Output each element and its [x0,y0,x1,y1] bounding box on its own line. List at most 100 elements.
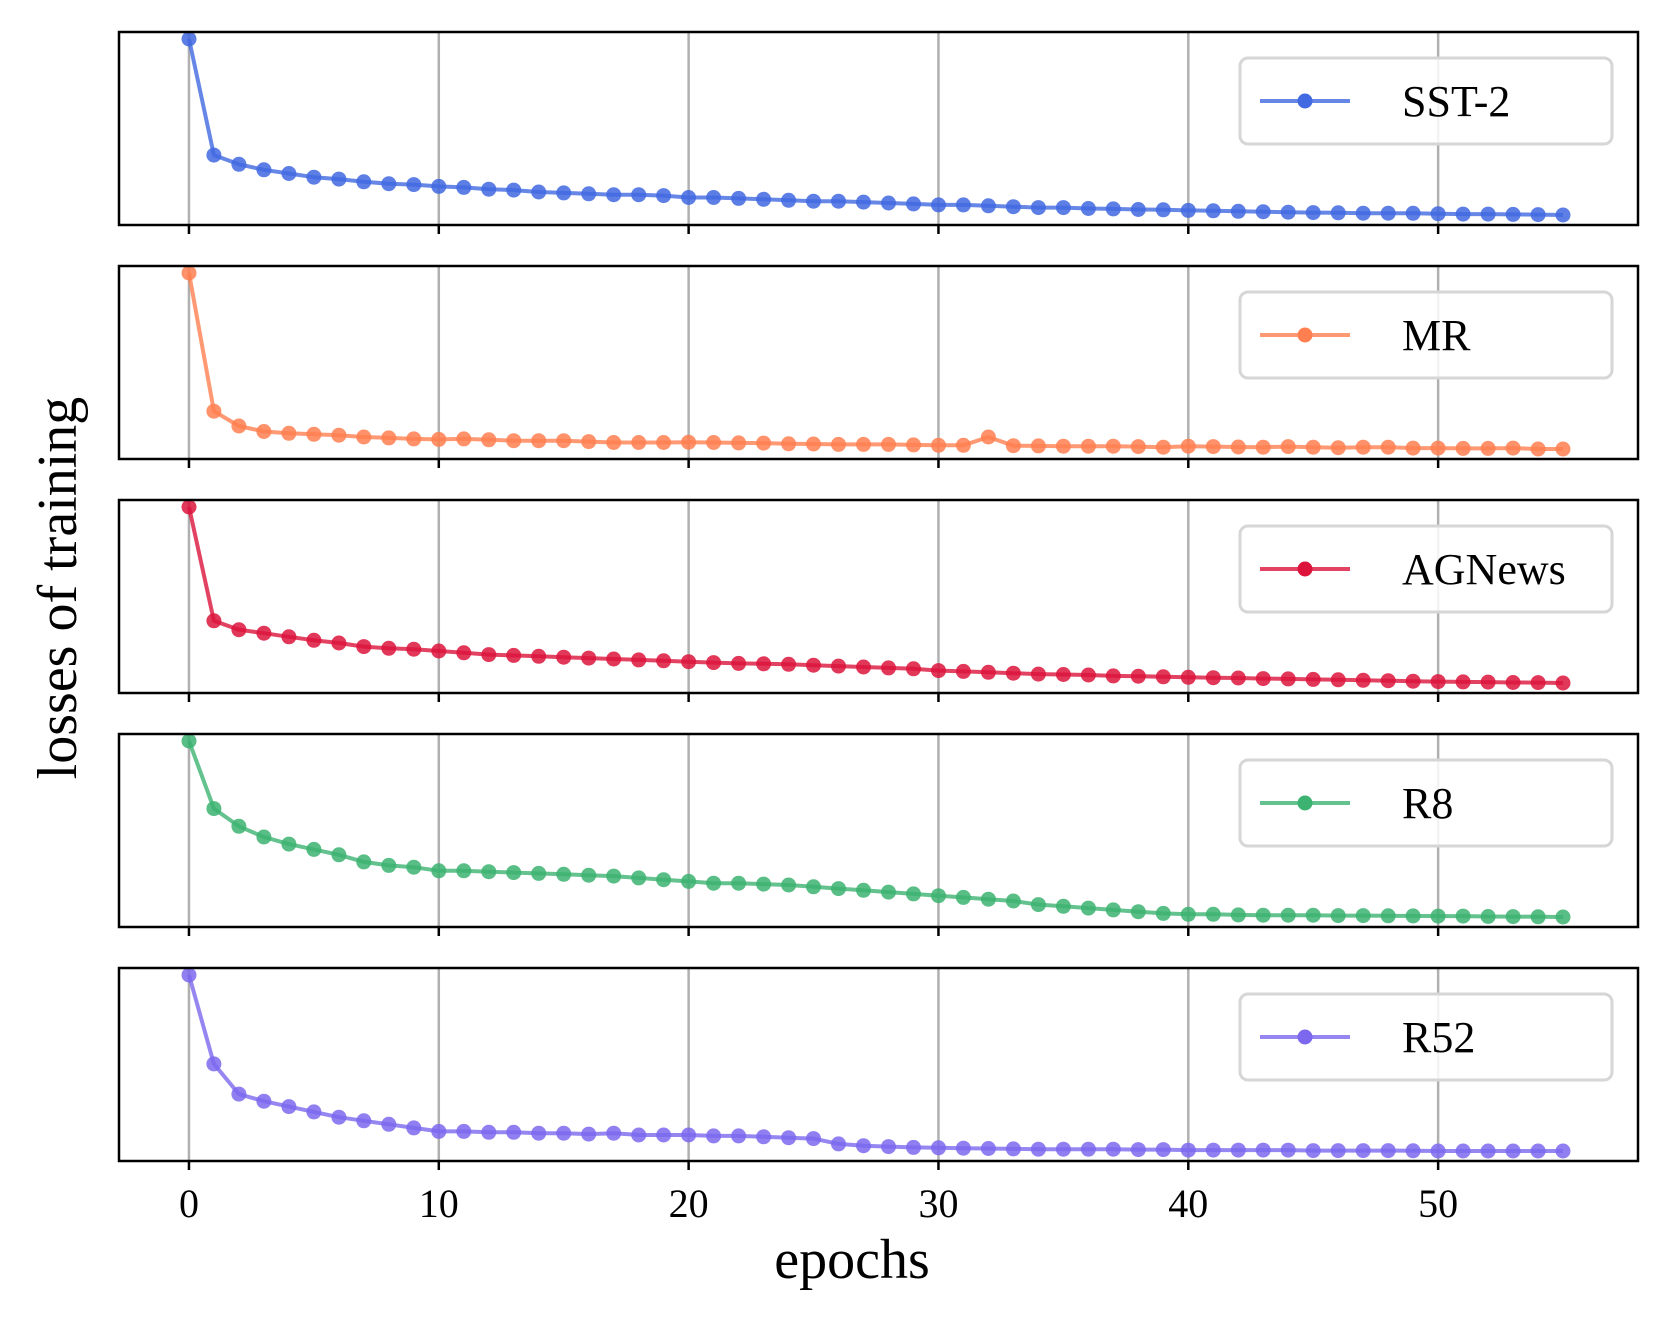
data-point [731,1128,747,1144]
data-point [931,1140,946,1156]
axes-frame [117,30,1640,227]
data-point [781,192,797,208]
data-point [806,193,821,209]
data-point [431,431,447,447]
data-point [256,424,272,439]
data-point [756,876,772,892]
data-point [531,648,547,664]
data-point [681,654,697,670]
data-point [831,881,846,897]
data-point [681,873,697,889]
data-point [856,436,871,452]
data-point [1505,440,1521,456]
x-tick-label: 10 [419,1181,459,1226]
data-point [980,429,996,445]
data-point [506,865,522,881]
data-point [281,1099,297,1115]
x-tick-label: 30 [918,1181,958,1226]
legend-box [1238,56,1614,146]
data-point [1030,438,1046,454]
data-point [281,629,297,645]
data-point [1405,440,1421,456]
data-point [456,1123,472,1139]
data-point [1205,439,1221,455]
data-point [1355,1143,1371,1159]
data-point [1480,1143,1496,1159]
data-point [706,1128,722,1144]
data-point [531,1125,547,1141]
data-point [881,195,896,211]
data-point [1005,665,1021,681]
data-point [431,178,447,194]
data-point [1280,1142,1296,1158]
data-point [706,190,722,205]
data-point [955,889,971,905]
data-point [1155,202,1171,218]
data-point [181,31,197,47]
legend-box [1238,524,1614,614]
data-point [881,660,896,676]
data-point [481,432,497,448]
legend: SST-2 [1238,56,1614,146]
data-point [1080,667,1096,683]
data-point [481,1124,497,1140]
data-point [606,868,622,884]
legend: R52 [1238,992,1614,1082]
data-point [1230,1142,1246,1158]
data-point [1205,203,1221,219]
data-point [1480,206,1496,222]
data-point [556,1125,572,1141]
data-point [1055,200,1071,216]
data-point [1280,439,1296,455]
data-point [955,437,971,453]
data-point [1455,206,1471,222]
legend-box [1238,992,1614,1082]
data-point [456,179,472,195]
data-point [181,733,197,749]
data-point [1305,205,1321,221]
data-point [1080,201,1096,216]
data-point [1355,439,1371,455]
axes-frame [117,264,1640,461]
panel-mr: MR [117,264,1640,468]
data-point [506,647,522,663]
data-point [831,436,846,452]
data-point [1180,438,1196,454]
data-point [756,191,772,207]
data-point [406,641,422,657]
data-point [881,436,896,452]
data-point [581,186,597,202]
data-point [331,1109,347,1125]
legend-label: R8 [1402,779,1453,828]
x-axis-label: epochs [774,1229,930,1291]
data-point [506,182,522,198]
data-point [1380,1143,1396,1159]
data-point [256,1093,272,1109]
panel-r8: R8 [117,732,1640,936]
data-point [631,435,647,450]
data-point [1230,907,1246,923]
data-point [1430,206,1446,222]
x-tick-label: 40 [1168,1181,1208,1226]
data-point [781,436,797,452]
data-point [631,187,647,203]
data-point [1505,909,1521,925]
legend-marker [1297,561,1313,577]
data-point [1480,909,1496,924]
data-point [1305,439,1321,455]
data-point [1530,675,1546,691]
data-point [356,174,372,190]
legend-label: R52 [1402,1013,1475,1062]
legend-label: SST-2 [1402,77,1510,126]
data-point [781,656,797,672]
data-point [1105,438,1121,454]
data-point [756,435,772,451]
data-point [206,1056,222,1072]
data-point [556,433,572,449]
data-point [381,857,397,873]
axes-frame [117,966,1640,1163]
data-point [931,197,946,213]
data-point [381,1116,397,1132]
data-point [181,967,197,983]
